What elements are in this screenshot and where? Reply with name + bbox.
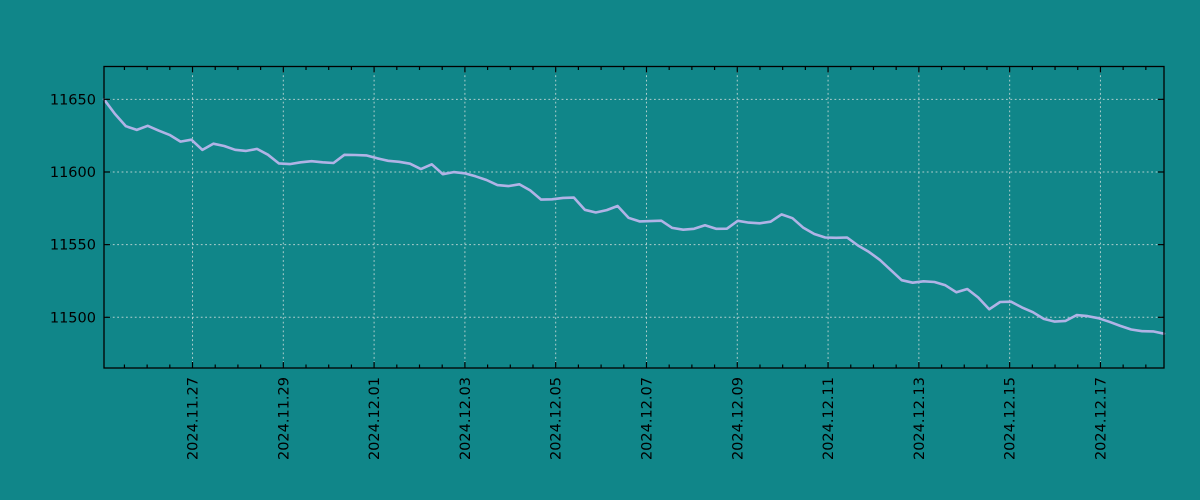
x-tick-label: 2024.12.15: [1003, 377, 1019, 460]
x-tick-label: 2024.12.17: [1093, 377, 1109, 460]
plot-border: [103, 65, 1165, 369]
y-tick-label: 11550: [50, 238, 96, 254]
x-tick-label: 2024.12.11: [821, 377, 837, 460]
x-tick-label: 2024.12.09: [730, 377, 746, 460]
y-tick-label: 11650: [50, 92, 96, 108]
y-tick-label: 11600: [50, 165, 96, 181]
x-tick-label: 2024.12.07: [639, 377, 655, 460]
x-tick-label: 2024.12.13: [912, 377, 928, 460]
x-tick-label: 2024.11.27: [186, 377, 202, 460]
x-tick-label: 2024.12.01: [367, 377, 383, 460]
x-tick-label: 2024.12.03: [458, 377, 474, 460]
y-tick-label: 11500: [50, 310, 96, 326]
x-tick-label: 2024.11.29: [276, 377, 292, 460]
x-tick-label: 2024.12.05: [549, 377, 565, 460]
tick-labels: 11650 11600 11550 11500 2024.11.27 2024.11.29…: [50, 92, 1110, 460]
axis-ticks: [104, 66, 1164, 368]
data-series-line: [102, 98, 1166, 336]
